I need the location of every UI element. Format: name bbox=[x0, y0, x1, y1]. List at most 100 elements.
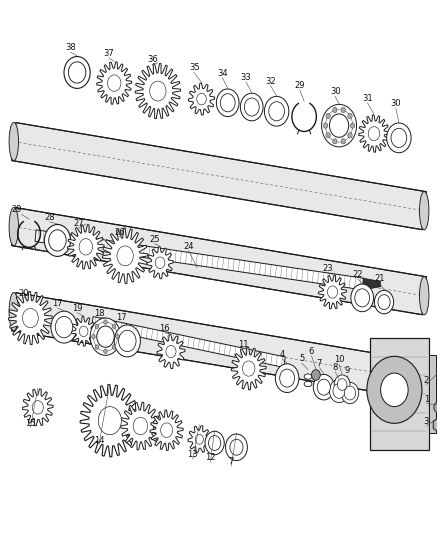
Text: 23: 23 bbox=[322, 264, 332, 273]
Text: 3: 3 bbox=[424, 417, 429, 426]
Circle shape bbox=[205, 431, 224, 455]
Circle shape bbox=[49, 230, 66, 251]
Circle shape bbox=[79, 239, 92, 255]
Circle shape bbox=[326, 113, 330, 119]
Circle shape bbox=[240, 93, 263, 121]
Circle shape bbox=[333, 383, 345, 398]
Text: 28: 28 bbox=[44, 213, 55, 222]
Polygon shape bbox=[97, 62, 132, 104]
Text: 25: 25 bbox=[149, 235, 159, 244]
Text: 14: 14 bbox=[94, 435, 104, 445]
Circle shape bbox=[216, 89, 239, 117]
Circle shape bbox=[44, 224, 71, 256]
Circle shape bbox=[226, 434, 247, 461]
Polygon shape bbox=[433, 418, 438, 432]
Text: 20: 20 bbox=[18, 289, 28, 298]
Text: 13: 13 bbox=[187, 450, 198, 459]
Circle shape bbox=[161, 423, 173, 438]
Text: 15: 15 bbox=[25, 418, 35, 427]
Circle shape bbox=[230, 439, 243, 455]
Circle shape bbox=[333, 139, 337, 144]
Circle shape bbox=[51, 311, 77, 343]
Circle shape bbox=[119, 330, 136, 352]
Polygon shape bbox=[67, 224, 104, 269]
Text: 17: 17 bbox=[52, 299, 63, 308]
Text: 29: 29 bbox=[11, 205, 21, 214]
Circle shape bbox=[208, 435, 221, 450]
Ellipse shape bbox=[9, 207, 18, 246]
Text: 26: 26 bbox=[114, 228, 125, 237]
Ellipse shape bbox=[420, 191, 429, 230]
Circle shape bbox=[117, 246, 133, 266]
Circle shape bbox=[317, 379, 330, 395]
Circle shape bbox=[98, 407, 121, 435]
Text: 19: 19 bbox=[72, 304, 82, 313]
Bar bbox=[428, 355, 436, 433]
Text: 1: 1 bbox=[424, 394, 429, 403]
Circle shape bbox=[97, 326, 114, 348]
Circle shape bbox=[114, 325, 141, 357]
Ellipse shape bbox=[304, 381, 312, 386]
Text: 35: 35 bbox=[189, 63, 199, 72]
Circle shape bbox=[133, 417, 148, 435]
Polygon shape bbox=[121, 402, 160, 450]
Text: 4: 4 bbox=[280, 350, 285, 359]
Text: 29: 29 bbox=[294, 81, 305, 90]
Circle shape bbox=[329, 379, 349, 402]
Circle shape bbox=[367, 357, 422, 423]
Circle shape bbox=[368, 126, 380, 141]
Circle shape bbox=[22, 309, 38, 328]
Text: 36: 36 bbox=[147, 55, 158, 64]
Text: 33: 33 bbox=[241, 73, 251, 82]
Circle shape bbox=[378, 295, 390, 310]
Polygon shape bbox=[188, 83, 215, 115]
Circle shape bbox=[381, 373, 408, 407]
Bar bbox=[436, 366, 438, 381]
Text: 27: 27 bbox=[73, 219, 84, 228]
Text: 18: 18 bbox=[94, 309, 105, 318]
Circle shape bbox=[341, 382, 359, 403]
Text: 38: 38 bbox=[65, 43, 76, 52]
Text: 8: 8 bbox=[332, 363, 338, 372]
Polygon shape bbox=[71, 317, 96, 346]
Circle shape bbox=[112, 345, 116, 349]
Text: 17: 17 bbox=[116, 313, 127, 322]
Circle shape bbox=[155, 257, 165, 269]
Ellipse shape bbox=[9, 293, 18, 331]
Circle shape bbox=[321, 104, 357, 147]
Polygon shape bbox=[12, 123, 426, 230]
Polygon shape bbox=[22, 389, 53, 426]
Polygon shape bbox=[80, 384, 140, 457]
Circle shape bbox=[311, 369, 320, 380]
Circle shape bbox=[280, 369, 294, 387]
Circle shape bbox=[350, 123, 355, 128]
Circle shape bbox=[116, 334, 119, 339]
Circle shape bbox=[355, 289, 370, 307]
Circle shape bbox=[387, 123, 411, 153]
Circle shape bbox=[269, 102, 285, 121]
Circle shape bbox=[329, 114, 349, 138]
Text: 24: 24 bbox=[183, 241, 194, 251]
Text: 30: 30 bbox=[330, 87, 340, 96]
Circle shape bbox=[220, 94, 235, 112]
Ellipse shape bbox=[304, 374, 312, 379]
Ellipse shape bbox=[9, 123, 18, 161]
Text: 2: 2 bbox=[424, 376, 429, 384]
Circle shape bbox=[374, 290, 394, 314]
Polygon shape bbox=[135, 63, 180, 119]
Circle shape bbox=[243, 361, 255, 376]
Circle shape bbox=[32, 401, 43, 414]
Text: 22: 22 bbox=[353, 270, 363, 279]
Text: 30: 30 bbox=[391, 99, 401, 108]
Circle shape bbox=[90, 318, 121, 356]
Circle shape bbox=[244, 98, 259, 116]
Polygon shape bbox=[12, 293, 426, 400]
Circle shape bbox=[348, 113, 352, 119]
Circle shape bbox=[68, 62, 86, 83]
Circle shape bbox=[195, 434, 203, 444]
Circle shape bbox=[150, 81, 166, 101]
Bar bbox=[370, 338, 428, 450]
Polygon shape bbox=[318, 275, 346, 309]
Text: 21: 21 bbox=[374, 274, 385, 283]
Text: 12: 12 bbox=[205, 453, 215, 462]
